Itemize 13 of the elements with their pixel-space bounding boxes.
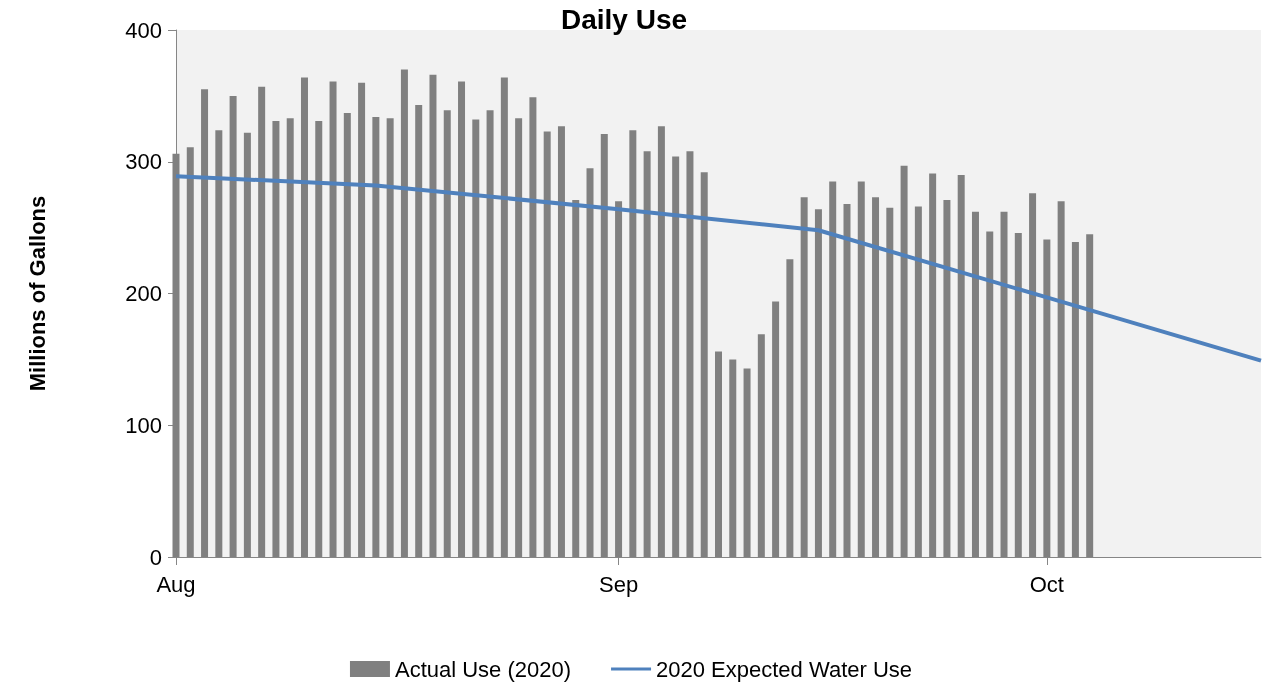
y-tick-label: 100 <box>125 412 162 438</box>
y-tick-label: 300 <box>125 149 162 175</box>
y-tick-label: 0 <box>149 544 162 570</box>
y-axis-title: Millions of Gallons <box>24 195 50 392</box>
y-tick-label: 400 <box>125 17 162 43</box>
y-tick-label: 200 <box>125 281 162 306</box>
x-tick-label: Sep <box>598 571 639 597</box>
chart-title: Daily Use <box>560 3 688 35</box>
legend-label: 2020 Expected Water Use <box>656 656 913 682</box>
line-series <box>174 174 1262 363</box>
x-tick-label: Aug <box>156 571 196 597</box>
legend-label: Actual Use (2020) <box>394 656 572 682</box>
x-tick-label: Oct <box>1029 571 1064 597</box>
